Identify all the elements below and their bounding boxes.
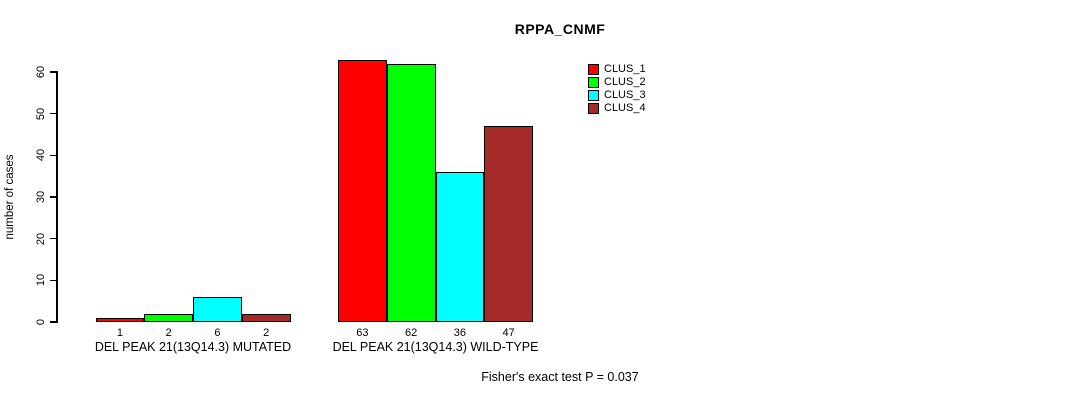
- y-tick-label: 0: [35, 318, 47, 326]
- annotation-text: Fisher's exact test P = 0.037: [481, 370, 639, 384]
- y-tick-mark: [50, 196, 57, 198]
- bar-value-label: 62: [405, 327, 418, 339]
- x-category-label: DEL PEAK 21(13Q14.3) MUTATED: [94, 340, 292, 354]
- bar-clus_1: [338, 59, 387, 322]
- bar-value-label: 2: [263, 327, 270, 339]
- legend-label-clus_2: CLUS_2: [604, 76, 646, 88]
- y-tick-mark: [50, 321, 57, 323]
- y-tick-mark: [50, 279, 57, 282]
- y-tick-label: 40: [35, 149, 47, 162]
- y-tick-label: 20: [35, 232, 47, 245]
- legend-label-clus_1: CLUS_1: [604, 63, 646, 75]
- bar-value-label: 36: [453, 327, 466, 339]
- x-category-label: DEL PEAK 21(13Q14.3) WILD-TYPE: [332, 340, 539, 354]
- bar-clus_3: [435, 172, 485, 322]
- bar-clus_4: [484, 126, 533, 322]
- legend-swatch-clus_4: [588, 103, 599, 114]
- bar-clus_1: [95, 317, 145, 322]
- y-axis-label: number of cases: [4, 154, 16, 240]
- y-tick-mark: [50, 154, 57, 157]
- bar-value-label: 2: [165, 327, 172, 339]
- legend-label-clus_3: CLUS_3: [604, 89, 646, 101]
- y-tick-mark: [50, 71, 57, 73]
- bar-clus_3: [193, 297, 242, 322]
- bar-value-label: 1: [116, 327, 123, 339]
- bar-clus_2: [386, 63, 436, 322]
- y-tick-label: 60: [35, 65, 47, 79]
- y-tick-label: 10: [35, 274, 47, 287]
- y-tick-label: 30: [35, 190, 47, 204]
- legend-label-clus_4: CLUS_4: [604, 102, 646, 114]
- bar-value-label: 6: [214, 327, 221, 339]
- y-tick-label: 50: [35, 107, 47, 120]
- y-tick-mark: [50, 237, 57, 240]
- chart-title: RPPA_CNMF: [514, 21, 606, 37]
- bar-clus_4: [241, 313, 291, 322]
- legend-swatch-clus_1: [588, 64, 599, 75]
- bar-value-label: 47: [502, 327, 515, 339]
- legend-swatch-clus_2: [588, 77, 599, 88]
- y-tick-mark: [50, 112, 57, 115]
- bar-clus_2: [144, 313, 193, 322]
- legend-swatch-clus_3: [588, 90, 599, 101]
- bar-value-label: 63: [356, 327, 369, 339]
